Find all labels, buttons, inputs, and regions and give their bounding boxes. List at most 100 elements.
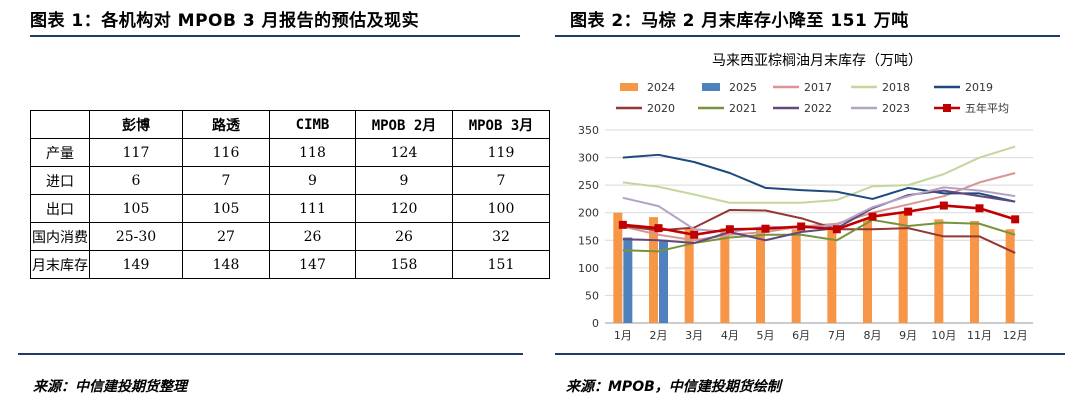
legend-label: 2020 — [647, 102, 675, 115]
point-marker — [904, 207, 913, 216]
table-header-cell — [30, 110, 90, 139]
table-cell: 116 — [182, 138, 270, 167]
bar — [970, 220, 979, 323]
y-tick-label: 250 — [578, 179, 599, 192]
estimate-table: 彭博 路透 CIMB MPOB 2月 MPOB 3月 产量 117 116 11… — [30, 110, 550, 279]
palm-oil-stock-chart: 马来西亚棕榈油月末库存（万吨） 2024 2025 2017 2018 2019 2020… — [578, 53, 1033, 342]
table-header-cell: MPOB 3月 — [452, 110, 550, 139]
table-cell: 7 — [182, 166, 270, 195]
bar — [623, 237, 633, 323]
y-tick-label: 200 — [578, 207, 599, 220]
right-figure-title: 图表 2：马棕 2 月末库存小降至 151 万吨 — [570, 11, 909, 31]
legend-swatch — [702, 83, 720, 91]
y-tick-label: 300 — [578, 152, 599, 165]
table-cell: 124 — [355, 138, 453, 167]
chart-legend: 2024 2025 2017 2018 2019 2020 2021 2022 2023 五年平均 — [616, 81, 1009, 115]
table-cell: 32 — [452, 222, 550, 251]
table-row: 进口 6 7 9 9 7 — [30, 166, 550, 195]
table-cell: 7 — [452, 166, 550, 195]
table-cell: 9 — [269, 166, 356, 195]
table-row: 月末库存 149 148 147 158 151 — [30, 250, 550, 279]
table-cell: 151 — [452, 250, 550, 279]
legend-marker — [943, 104, 951, 112]
left-source-note: 来源：中信建投期货整理 — [33, 379, 187, 395]
table-cell: 105 — [182, 194, 270, 223]
table-header-row: 彭博 路透 CIMB MPOB 2月 MPOB 3月 — [30, 110, 550, 139]
point-marker — [939, 201, 948, 210]
y-tick-label: 150 — [578, 234, 599, 247]
x-tick-label: 10月 — [931, 329, 956, 342]
legend-label: 2019 — [965, 81, 993, 94]
series-line — [622, 208, 1016, 254]
table-cell: 月末库存 — [30, 250, 90, 279]
bar — [863, 219, 872, 323]
left-figure-title: 图表 1：各机构对 MPOB 3 月报告的预估及现实 — [30, 11, 420, 31]
table-cell: 118 — [269, 138, 356, 167]
point-marker — [797, 222, 806, 231]
right-bottom-rule — [555, 353, 1065, 355]
y-tick-label: 350 — [578, 124, 599, 137]
table-header-cell: CIMB — [269, 110, 356, 139]
bar — [934, 219, 944, 323]
bar — [720, 228, 730, 323]
right-source-note: 来源：MPOB，中信建投期货绘制 — [566, 379, 781, 395]
table-cell: 国内消费 — [30, 222, 90, 251]
table-cell: 26 — [355, 222, 453, 251]
table-cell: 158 — [355, 250, 453, 279]
table-cell: 111 — [269, 194, 356, 223]
table-cell: 100 — [452, 194, 550, 223]
x-tick-label: 9月 — [899, 329, 917, 342]
x-tick-label: 11月 — [967, 329, 992, 342]
series-line — [622, 189, 1016, 245]
series-line — [622, 153, 1016, 203]
y-tick-label: 100 — [578, 262, 599, 275]
x-tick-label: 2月 — [650, 329, 668, 342]
x-tick-label: 3月 — [685, 329, 703, 342]
table-cell: 105 — [89, 194, 183, 223]
point-marker — [868, 212, 877, 221]
y-tick-label: 0 — [592, 317, 599, 330]
table-cell: 进口 — [30, 166, 90, 195]
bar — [827, 228, 837, 323]
table-header-cell: MPOB 2月 — [355, 110, 453, 139]
x-tick-label: 5月 — [757, 329, 775, 342]
legend-label: 2024 — [647, 81, 675, 94]
table-cell: 149 — [89, 250, 183, 279]
point-marker — [654, 224, 663, 233]
bar-series-group — [613, 212, 1015, 323]
point-marker — [725, 225, 734, 234]
chart-title: 马来西亚棕榈油月末库存（万吨） — [712, 53, 922, 69]
bar — [756, 228, 765, 323]
legend-label: 2025 — [729, 81, 757, 94]
table-cell: 148 — [182, 250, 270, 279]
legend-label: 2023 — [882, 102, 910, 115]
bar — [1005, 229, 1015, 323]
right-title-rule — [555, 35, 1060, 37]
x-tick-label: 8月 — [864, 329, 882, 342]
table-row: 国内消费 25-30 27 26 26 32 — [30, 222, 550, 251]
table-header-cell: 路透 — [182, 110, 270, 139]
x-tick-label: 1月 — [614, 329, 632, 342]
legend-label: 2021 — [729, 102, 757, 115]
series-line — [622, 145, 1016, 204]
table-cell: 27 — [182, 222, 270, 251]
table-cell: 117 — [89, 138, 183, 167]
point-marker — [975, 204, 984, 213]
table-cell: 120 — [355, 194, 453, 223]
legend-label: 2017 — [804, 81, 832, 94]
y-axis: 0 50 100 150 200 250 300 350 — [578, 124, 599, 330]
table-cell: 25-30 — [89, 222, 183, 251]
bar — [613, 212, 623, 323]
x-tick-label: 6月 — [792, 329, 810, 342]
table-cell: 26 — [269, 222, 356, 251]
table-cell: 119 — [452, 138, 550, 167]
table-row: 产量 117 116 118 124 119 — [30, 138, 550, 167]
legend-swatch — [620, 83, 638, 91]
x-tick-label: 12月 — [1003, 329, 1028, 342]
legend-label: 五年平均 — [965, 101, 1009, 115]
legend-label: 2018 — [882, 81, 910, 94]
series-line — [622, 186, 1016, 234]
point-marker — [618, 220, 627, 229]
bar — [791, 229, 801, 323]
bar — [684, 228, 694, 323]
